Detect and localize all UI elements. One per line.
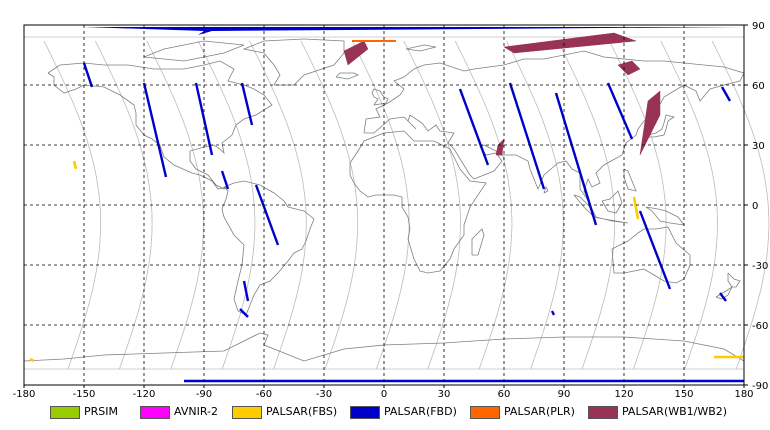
orbit-track — [609, 40, 667, 370]
x-tick-label: 180 — [734, 389, 753, 400]
palsar-fbd-strip — [719, 292, 727, 302]
palsar-fbs-strip — [632, 196, 640, 220]
x-tick-label: -180 — [13, 389, 36, 400]
palsar-wb-strip — [617, 60, 641, 76]
y-axis-ticks: 90 60 30 0 -30 -60 -90 — [744, 21, 768, 392]
y-tick-label: 60 — [752, 81, 765, 92]
orbit-track — [403, 40, 461, 370]
x-tick-label: 90 — [558, 389, 571, 400]
arctic-islands-coast — [143, 40, 245, 62]
y-tick-label: 90 — [752, 21, 765, 32]
palsar-fbd-strip — [550, 310, 556, 316]
legend: PRSIM AVNIR-2 PALSAR(FBS) PALSAR(FBD) PA… — [0, 400, 770, 424]
y-tick-label: -90 — [752, 381, 768, 392]
palsar-fbd-strip — [508, 82, 546, 190]
palsar-fbd-strip — [606, 82, 634, 140]
x-tick-label: -150 — [73, 389, 96, 400]
palsar-fbd-strip — [254, 184, 280, 246]
palsar-fbd-polar-band — [84, 27, 744, 35]
svalbard-coast — [405, 44, 437, 52]
x-tick-label: -60 — [256, 389, 272, 400]
orbit-track-layer — [24, 36, 770, 370]
madagascar-coast — [471, 228, 485, 256]
palsar-fbd-strip — [242, 280, 250, 302]
legend-label-prsim: PRSIM — [84, 405, 118, 418]
indonesia-coast — [573, 194, 629, 224]
orbit-track — [43, 40, 102, 370]
south-america-coast — [221, 180, 315, 316]
legend-label-palsar-fbd: PALSAR(FBD) — [384, 405, 457, 418]
acquisition-strip-layer — [29, 27, 744, 383]
legend-swatch-palsar-fbd — [350, 406, 380, 419]
sri-lanka-coast — [543, 185, 549, 194]
palsar-fbd-strip — [458, 88, 490, 166]
palsar-wb-strip — [343, 40, 369, 66]
borneo-coast — [601, 190, 623, 214]
new-zealand-coast — [727, 272, 741, 288]
x-axis-ticks: -180 -150 -120 -90 -60 -30 0 30 60 90 120 150 180 — [13, 385, 754, 400]
grid-layer — [24, 25, 744, 385]
palsar-fbd-strip — [239, 308, 249, 318]
y-tick-label: 30 — [752, 141, 765, 152]
greenland-coast — [242, 38, 345, 86]
orbit-track — [506, 40, 564, 370]
palsar-fbd-strip — [220, 170, 230, 190]
x-tick-label: 30 — [438, 389, 451, 400]
x-tick-label: 60 — [498, 389, 511, 400]
orbit-track — [249, 40, 307, 370]
legend-swatch-prsim — [50, 406, 80, 419]
palsar-fbd-strip — [554, 92, 598, 226]
palsar-wb-strip — [495, 138, 505, 156]
legend-swatch-avnir2 — [140, 406, 170, 419]
iceland-coast — [335, 72, 359, 80]
palsar-fbd-strip — [142, 82, 168, 178]
x-tick-label: 150 — [674, 389, 693, 400]
palsar-fbd-strip — [720, 86, 732, 102]
legend-label-palsar-plr: PALSAR(PLR) — [504, 405, 575, 418]
legend-label-palsar-wb: PALSAR(WB1/WB2) — [622, 405, 728, 418]
legend-swatch-palsar-fbs — [232, 406, 262, 419]
legend-label-avnir2: AVNIR-2 — [174, 405, 218, 418]
philippines-coast — [623, 168, 637, 192]
uk-coast — [371, 88, 389, 106]
y-tick-label: -60 — [752, 321, 768, 332]
japan-coast — [643, 114, 675, 144]
y-tick-label: -30 — [752, 261, 768, 272]
orbit-track — [711, 40, 770, 370]
palsar-fbd-strip — [240, 82, 254, 126]
new-guinea-coast — [645, 206, 685, 226]
legend-swatch-palsar-plr — [470, 406, 500, 419]
palsar-fbd-strip — [638, 210, 672, 290]
palsar-wb-strip — [503, 32, 637, 54]
north-america-coast — [47, 60, 273, 190]
palsar-fbd-strip — [82, 62, 94, 88]
x-tick-label: -90 — [196, 389, 212, 400]
new-zealand-south-coast — [715, 285, 734, 300]
palsar-wb-strip — [639, 90, 661, 156]
palsar-fbs-strip — [72, 160, 78, 170]
africa-coast — [349, 130, 487, 274]
palsar-fbs-strip — [29, 357, 35, 363]
legend-swatch-palsar-wb — [588, 406, 618, 419]
legend-label-palsar-fbs: PALSAR(FBS) — [266, 405, 338, 418]
x-tick-label: -30 — [316, 389, 332, 400]
palsar-fbd-strip — [194, 82, 214, 156]
y-tick-label: 0 — [752, 201, 758, 212]
orbit-track — [146, 40, 204, 370]
x-tick-label: 0 — [381, 389, 387, 400]
x-tick-label: -120 — [133, 389, 156, 400]
europe-asia-coast — [363, 50, 745, 204]
x-tick-label: 120 — [614, 389, 633, 400]
